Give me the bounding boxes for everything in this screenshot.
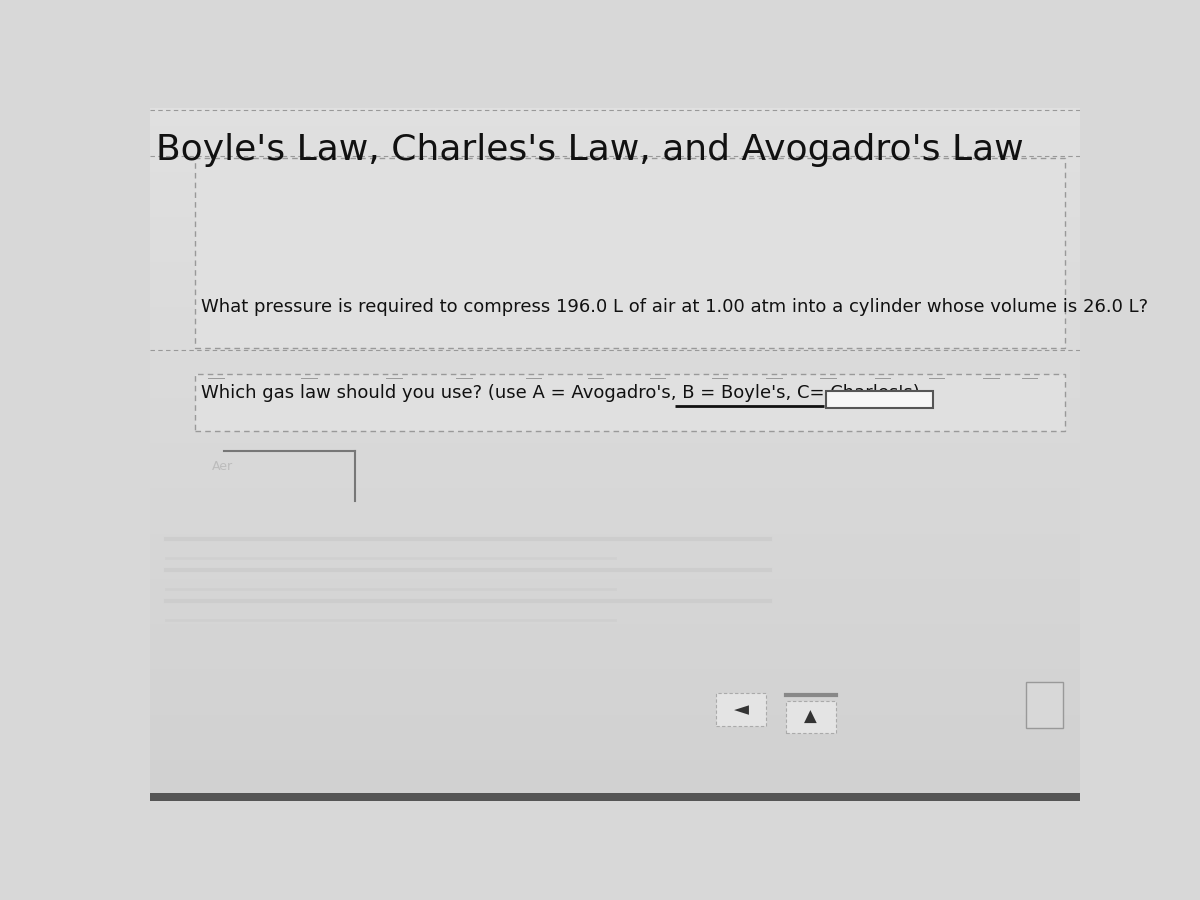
Bar [826, 392, 932, 409]
Text: What pressure is required to compress 196.0 L of air at 1.00 atm into a cylinder: What pressure is required to compress 19… [202, 298, 1148, 316]
Text: Which gas law should you use? (use A = Avogadro's, B = Boyle's, C= Charles's).: Which gas law should you use? (use A = A… [202, 384, 925, 402]
Bar [194, 374, 1064, 431]
Text: Aer: Aer [212, 460, 233, 473]
Bar [150, 793, 1080, 801]
Text: ▲: ▲ [804, 708, 817, 726]
Bar [194, 158, 1064, 348]
Bar [715, 693, 766, 725]
Text: Boyle's Law, Charles's Law, and Avogadro's Law: Boyle's Law, Charles's Law, and Avogadro… [156, 132, 1024, 166]
Bar [786, 701, 836, 734]
Text: ◄: ◄ [733, 700, 749, 719]
Bar [1026, 681, 1063, 728]
